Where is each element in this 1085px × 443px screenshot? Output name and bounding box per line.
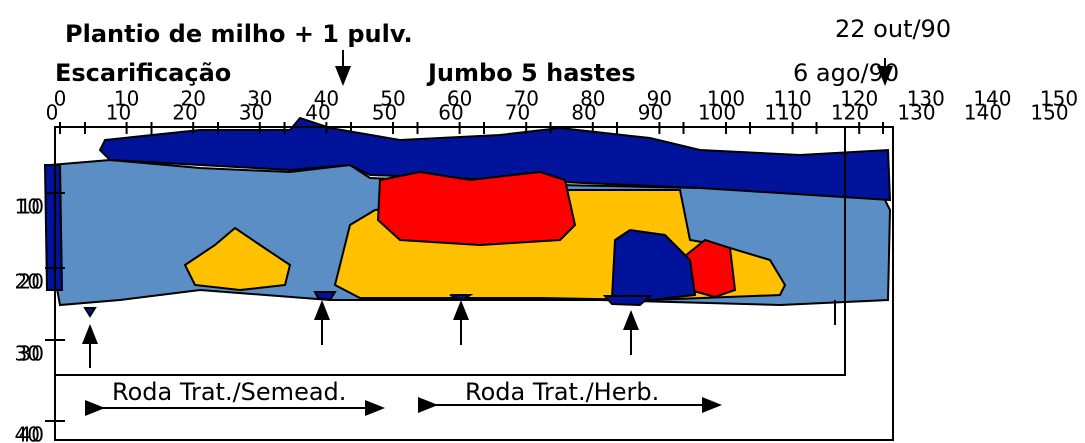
scale-label: 150 xyxy=(1030,101,1068,125)
annotation: Roda Trat./Semead. xyxy=(112,378,346,406)
annotation: Plantio de milho + 1 pulv. xyxy=(65,20,413,48)
dark-blue-left xyxy=(45,165,62,290)
scale-label: 110 xyxy=(764,101,802,125)
annotation: Roda Trat./Herb. xyxy=(465,378,659,406)
scale-label: 50 xyxy=(372,101,397,125)
scale-label: 130 xyxy=(897,101,935,125)
red-zone xyxy=(378,172,575,245)
depth-label: 40 xyxy=(19,423,44,443)
annotation: Escarificação xyxy=(55,59,231,87)
scale-label: 40 xyxy=(305,101,330,125)
annotation: 22 out/90 xyxy=(835,15,951,43)
soil-profile-diagram: Plantio de milho + 1 pulv. Escarificação… xyxy=(0,0,1085,443)
depth-label: 20 xyxy=(19,270,44,294)
scale-label: 20 xyxy=(172,101,197,125)
page: {"annotations":{"planting":"Plantio de m… xyxy=(0,0,1085,443)
scale-label: 60 xyxy=(438,101,463,125)
scale-label: 30 xyxy=(239,101,264,125)
scale-label: 120 xyxy=(831,101,869,125)
depth-label: 30 xyxy=(19,342,44,366)
scale-label: 140 xyxy=(964,101,1002,125)
scale-label: 0 xyxy=(46,101,59,125)
annotation: Jumbo 5 hastes xyxy=(426,59,636,87)
annotation: 6 ago/90 xyxy=(793,59,899,87)
depth-label: 10 xyxy=(19,195,44,219)
scale-label: 100 xyxy=(698,101,736,125)
scale-label: 70 xyxy=(505,101,530,125)
scale-label: 80 xyxy=(571,101,596,125)
scale-label: 10 xyxy=(106,101,131,125)
scale-label: 90 xyxy=(638,101,663,125)
profile-layers xyxy=(45,118,890,316)
